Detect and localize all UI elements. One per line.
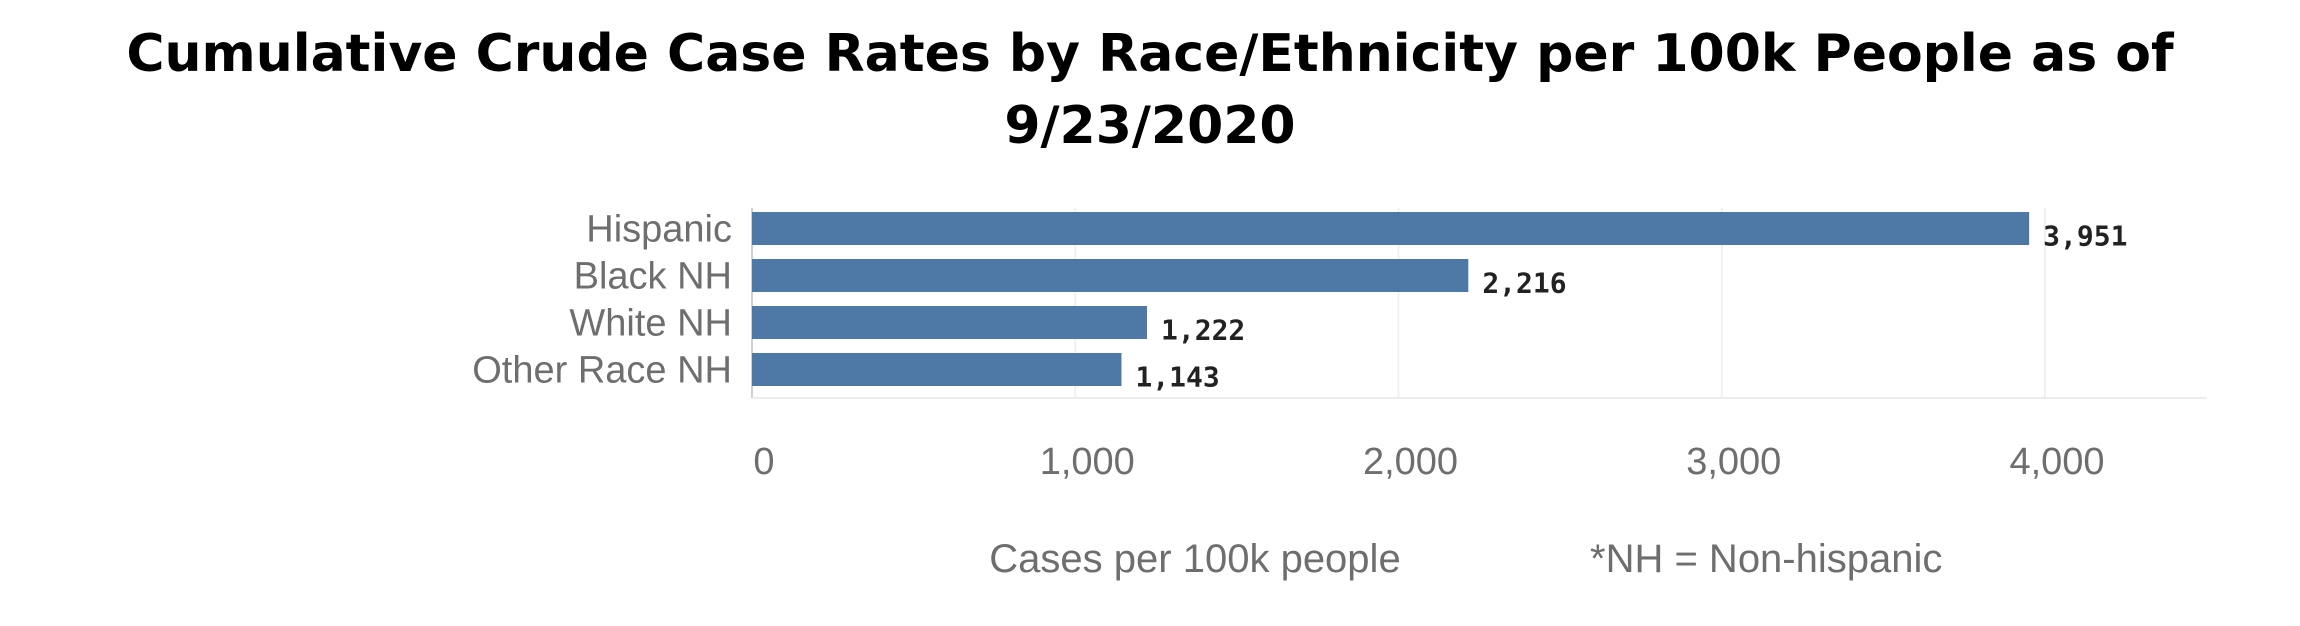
category-label: Other Race NH (472, 350, 732, 392)
x-tick-label: 3,000 (1686, 441, 1781, 483)
value-labels: 3,951 2,216 1,222 1,143 (1135, 220, 2127, 394)
category-label: Hispanic (586, 209, 732, 251)
x-tick-label: 0 (753, 441, 774, 483)
x-axis-ticks: 0 1,000 2,000 3,000 4,000 (753, 441, 2104, 483)
data-label: 2,216 (1482, 267, 1566, 300)
data-label: 1,222 (1161, 314, 1245, 347)
chart-title: Cumulative Crude Case Rates by Race/Ethn… (126, 24, 2174, 156)
x-tick-label: 1,000 (1040, 441, 1135, 483)
bar (752, 212, 2030, 245)
bar (752, 353, 1122, 386)
category-labels: Hispanic Black NH White NH Other Race NH (472, 209, 732, 392)
category-label: White NH (569, 303, 732, 345)
data-label: 3,951 (2043, 220, 2127, 253)
x-axis-title: Cases per 100k people (989, 537, 1400, 581)
x-tick-label: 2,000 (1363, 441, 1458, 483)
bar (752, 306, 1148, 339)
nh-footnote: *NH = Non-hispanic (1590, 537, 1942, 581)
bars (752, 212, 2030, 386)
bar (752, 259, 1469, 292)
category-label: Black NH (574, 256, 732, 298)
x-tick-label: 4,000 (2009, 441, 2104, 483)
data-label: 1,143 (1135, 361, 1219, 394)
